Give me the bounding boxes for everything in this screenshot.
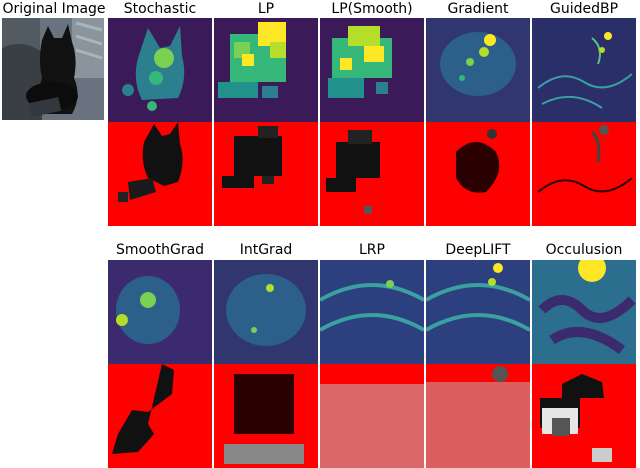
- heatmap-occulusion: [532, 260, 636, 364]
- mask-intgrad: [214, 364, 318, 468]
- title-deeplift: DeepLIFT: [445, 242, 511, 258]
- title-occulusion: Occulusion: [545, 242, 623, 258]
- mask-lp: [214, 122, 318, 226]
- mask-guidedbp: [532, 122, 636, 226]
- original-image-title: Original Image: [2, 1, 106, 17]
- title-smoothgrad: SmoothGrad: [115, 242, 205, 258]
- title-lp: LP: [257, 1, 275, 17]
- mask-lp-smooth: [320, 122, 424, 226]
- heatmap-guidedbp: [532, 18, 636, 122]
- title-guidedbp: GuidedBP: [549, 1, 619, 17]
- heatmap-gradient: [426, 18, 530, 122]
- mask-lrp: [320, 364, 424, 468]
- title-lp-smooth: LP(Smooth): [331, 1, 413, 17]
- heatmap-smoothgrad: [108, 260, 212, 364]
- mask-smoothgrad: [108, 364, 212, 468]
- mask-stochastic: [108, 122, 212, 226]
- heatmap-deeplift: [426, 260, 530, 364]
- mask-deeplift: [426, 364, 530, 468]
- mask-occulusion: [532, 364, 636, 468]
- title-gradient: Gradient: [447, 1, 509, 17]
- heatmap-lp-smooth: [320, 18, 424, 122]
- title-intgrad: IntGrad: [239, 242, 293, 258]
- title-lrp: LRP: [359, 242, 385, 258]
- heatmap-lp: [214, 18, 318, 122]
- mask-gradient: [426, 122, 530, 226]
- original-cat-image: [2, 18, 104, 120]
- title-stochastic: Stochastic: [123, 1, 197, 17]
- heatmap-lrp: [320, 260, 424, 364]
- heatmap-intgrad: [214, 260, 318, 364]
- heatmap-stochastic: [108, 18, 212, 122]
